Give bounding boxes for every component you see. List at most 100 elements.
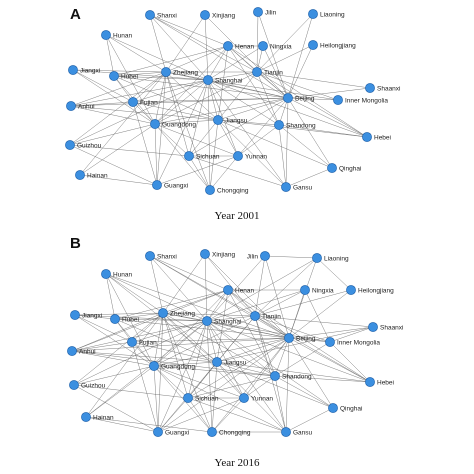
edge-shanghai-sichuan (187, 320, 208, 399)
edge-fujian-guangxi (132, 101, 158, 186)
node-label-shaanxi: Shaanxi (377, 85, 401, 92)
edge-guangdong-yunnan (153, 365, 245, 399)
node-tianjin (250, 311, 260, 321)
node-guizhou (69, 380, 79, 390)
edge-shanghai-hainan (85, 320, 208, 418)
edge-beijing-inner-mongolia (287, 97, 339, 101)
edge-jiangsu-henan (216, 289, 229, 363)
edge-sichuan-chongqing (187, 397, 213, 433)
edge-shanghai-jiangsu (206, 320, 218, 363)
edge-shanghai-guangdong (153, 320, 208, 367)
edge-shandong-gansu (274, 375, 287, 433)
node-label-hainan: Hainan (87, 172, 108, 179)
node-label-fujian: Fujian (140, 99, 158, 106)
edge-guangdong-gansu (153, 365, 287, 433)
node-label-jiangxi: Jiangxi (82, 312, 102, 319)
node-ningxia (300, 285, 310, 295)
panel-a: A Shanxi Xinjiang Jilin Liaoning Hunan Heilon… (65, 6, 401, 222)
edge-shanghai-shanxi (149, 255, 208, 322)
node-label-ningxia: Ningxia (312, 287, 334, 294)
edge-zhejiang-shandong (162, 312, 276, 377)
edge-group (71, 253, 374, 433)
node-shaanxi (368, 322, 378, 332)
edge-zhejiang-chongqing (162, 312, 213, 433)
node-label-hunan: Hunan (113, 271, 133, 278)
edge-zhejiang-hainan (85, 312, 164, 418)
edge-chongqing-yunnan (211, 397, 245, 433)
edge-shanghai-xinjiang (204, 253, 208, 322)
node-group: Shanxi Xinjiang Jilin Liaoning Hunan Henan Nin… (67, 249, 404, 437)
node-gansu (281, 182, 291, 192)
node-label-henan: Henan (235, 287, 255, 294)
edge-shandong-sichuan (187, 375, 276, 399)
edge-tianjin-jilin (254, 255, 266, 317)
edge-beijing-gansu (285, 97, 289, 188)
edge-shanghai-henan (207, 45, 229, 81)
edge-jiangsu-sichuan (188, 119, 219, 157)
edge-tianjin-guangdong (154, 71, 258, 125)
edge-henan-shandong (227, 289, 276, 377)
node-hunan (101, 269, 111, 279)
edge-tianjin-shaanxi (254, 315, 374, 328)
edge-gansu-qinghai (285, 167, 333, 188)
node-label-liaoning: Liaoning (324, 255, 349, 262)
node-sichuan (183, 393, 193, 403)
edge-group (69, 11, 371, 191)
node-label-hubei: Hubei (122, 316, 139, 323)
node-hainan (81, 412, 91, 422)
edge-guangdong-sichuan (153, 365, 189, 399)
node-guangdong (149, 361, 159, 371)
node-jiangxi (70, 310, 80, 320)
edge-hainan-guangxi (79, 174, 158, 186)
edge-guangdong-henan (153, 289, 229, 367)
edge-zhejiang-yunnan (162, 312, 245, 399)
edge-beijing-hebei (288, 337, 371, 383)
edge-henan-shanxi (149, 14, 229, 47)
edge-guangdong-hunan (105, 273, 155, 367)
edge-hebei-inner-mongolia (329, 341, 371, 383)
node-label-fujian: Fujian (139, 339, 157, 346)
edge-tianjin-liaoning (256, 13, 314, 73)
edge-zhejiang-guizhou (69, 71, 167, 146)
edge-zhejiang-shanxi (149, 14, 167, 73)
node-label-chongqing: Chongqing (217, 187, 249, 194)
edge-sichuan-guangxi (157, 397, 189, 433)
edge-jiangsu-gansu (216, 361, 287, 433)
node-label-chongqing: Chongqing (219, 429, 251, 436)
node-label-zhejiang: Zhejiang (173, 69, 198, 76)
node-label-jilin: Jilin (247, 253, 259, 260)
edge-guangdong-jiangxi (72, 69, 156, 125)
edge-zhejiang-hunan (105, 34, 167, 73)
edge-tianjin-xinjiang (204, 253, 256, 317)
edge-guangdong-anhui (71, 350, 155, 367)
edge-shaanxi-inner-mongolia (329, 326, 374, 343)
node-shanxi (145, 251, 155, 261)
edge-zhejiang-henan (162, 289, 229, 314)
edge-shandong-qinghai (274, 375, 334, 409)
panel-letter: A (70, 6, 81, 23)
edge-beijing-shaanxi (287, 87, 371, 99)
node-guangxi (153, 427, 163, 437)
edge-gansu-qinghai (285, 407, 334, 433)
node-beijing (283, 93, 293, 103)
edge-zhejiang-jiangsu (165, 71, 219, 121)
node-label-heilongjiang: Heilongjiang (320, 42, 356, 49)
node-label-shanxi: Shanxi (157, 253, 177, 260)
edge-beijing-ningxia (262, 45, 289, 99)
edge-xinjiang-zhejiang (165, 14, 206, 73)
node-inner-mongolia (333, 95, 343, 105)
edge-heilongjiang-liaoning (316, 257, 352, 291)
edge-tianjin-liaoning (254, 257, 318, 317)
node-label-jiangsu: Jiangsu (225, 117, 248, 124)
node-label-hainan: Hainan (93, 414, 114, 421)
edge-jiangsu-hubei (113, 75, 219, 121)
node-henan (223, 41, 233, 51)
edge-guizhou-guangxi (73, 384, 159, 433)
edge-jiangsu-shandong (216, 361, 276, 377)
edge-beijing-shanxi (149, 255, 290, 339)
panel-b: B Shanxi Xinjiang Jilin Liaoning Hunan Henan N… (67, 235, 404, 469)
edge-beijing-guangdong (153, 337, 290, 367)
edge-jiangsu-anhui (71, 350, 218, 363)
node-label-jilin: Jilin (265, 9, 277, 16)
